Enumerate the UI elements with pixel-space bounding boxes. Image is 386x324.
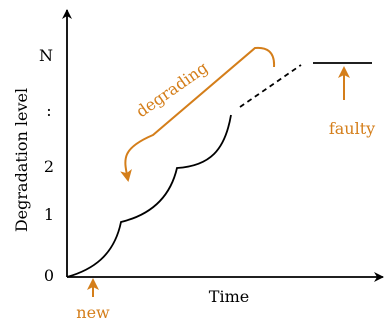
y-axis-label: Degradation level (12, 88, 31, 232)
y-tick-n: N (39, 46, 53, 65)
x-axis-label: Time (209, 287, 249, 306)
degradation-dashed-extension (239, 64, 302, 108)
degrading-arrow (120, 46, 276, 182)
y-tick-2: 2 (44, 157, 54, 176)
y-tick-dots: : (46, 101, 51, 120)
degradation-curve (66, 114, 232, 278)
y-tick-1: 1 (44, 205, 54, 224)
new-label: new (76, 303, 110, 322)
y-tick-0: 0 (44, 266, 54, 285)
faulty-label: faulty (329, 119, 375, 138)
degrading-label: degrading (132, 58, 211, 121)
